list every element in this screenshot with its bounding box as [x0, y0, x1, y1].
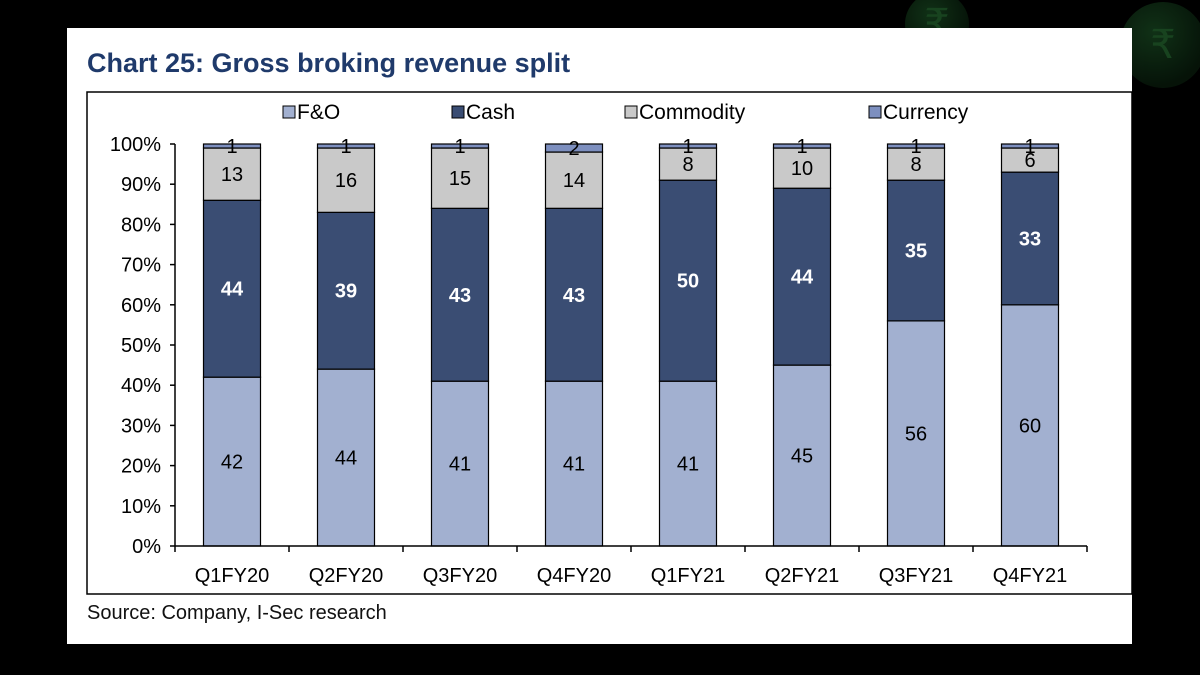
bar-segment: [316, 143, 376, 149]
bar-segment: [202, 199, 262, 378]
y-tick-label: 0%: [132, 536, 161, 558]
data-label: 33: [1019, 228, 1041, 250]
data-label: 50: [677, 271, 699, 293]
bar-segment: [658, 380, 718, 547]
bar-segment: [1000, 171, 1060, 306]
y-tick-label: 30%: [121, 415, 161, 437]
y-tick-label: 90%: [121, 174, 161, 196]
data-label: 1: [796, 136, 807, 158]
chart-title: Chart 25: Gross broking revenue split: [87, 48, 571, 78]
y-tick-label: 20%: [121, 456, 161, 478]
legend-label: Currency: [883, 101, 969, 124]
data-label: 8: [910, 154, 921, 176]
bar-segment: [658, 143, 718, 149]
bar-segment: [772, 143, 832, 149]
legend-label: Cash: [466, 101, 515, 124]
bar-segment: [316, 147, 376, 213]
bar-segment: [772, 187, 832, 366]
x-category-label: Q1FY21: [651, 565, 725, 587]
y-tick-label: 10%: [121, 496, 161, 518]
data-label: 16: [335, 170, 357, 192]
data-label: 1: [226, 136, 237, 158]
data-label: 10: [791, 158, 813, 180]
x-category-label: Q2FY21: [765, 565, 839, 587]
data-label: 41: [677, 454, 699, 476]
plot-frame: [86, 91, 1132, 595]
data-label: 14: [563, 170, 585, 192]
legend-swatch: [624, 105, 638, 119]
data-label: 1: [340, 136, 351, 158]
bar-segment: [202, 147, 262, 201]
bar-segment: [658, 179, 718, 382]
data-label: 13: [221, 164, 243, 186]
stacked-bar-chart: F&O Cash Commodity Currency 0% 10% 20% 30% 40% 5…: [86, 91, 1132, 595]
data-label: 60: [1019, 415, 1041, 437]
data-label: 1: [682, 136, 693, 158]
data-label: 41: [563, 454, 585, 476]
bars: 4244131443916141431514143142415081454410…: [202, 136, 1060, 547]
bar-segment: [544, 207, 604, 382]
y-tick-label: 70%: [121, 255, 161, 277]
bar-segment: [772, 364, 832, 547]
y-tick-label: 50%: [121, 335, 161, 357]
bar-segment: [658, 147, 718, 181]
data-label: 8: [682, 154, 693, 176]
bar-segment: [430, 207, 490, 382]
x-category-label: Q2FY20: [309, 565, 383, 587]
data-label: 39: [335, 281, 357, 303]
legend-label: F&O: [297, 101, 340, 124]
chart-card: Chart 25: Gross broking revenue split F&…: [67, 28, 1132, 644]
x-category-label: Q3FY21: [879, 565, 953, 587]
x-category-label: Q4FY20: [537, 565, 611, 587]
data-label: 35: [905, 241, 927, 263]
y-tick-label: 100%: [110, 134, 161, 156]
bar-segment: [430, 147, 490, 209]
bar-segment: [886, 143, 946, 149]
y-tick-label: 40%: [121, 375, 161, 397]
bar-segment: [886, 320, 946, 547]
data-label: 45: [791, 446, 813, 468]
legend: F&O Cash Commodity Currency: [282, 101, 969, 124]
legend-swatch: [282, 105, 296, 119]
bar-segment: [202, 143, 262, 149]
source-note: Source: Company, I-Sec research: [87, 602, 387, 624]
data-label: 6: [1024, 150, 1035, 172]
bar-segment: [430, 380, 490, 547]
legend-label: Commodity: [639, 101, 746, 124]
legend-swatch: [868, 105, 882, 119]
x-category-label: Q3FY20: [423, 565, 497, 587]
y-tick-label: 80%: [121, 214, 161, 236]
bar-segment: [886, 179, 946, 322]
rupee-coin-icon: ₹: [1120, 2, 1200, 88]
data-label: 44: [335, 448, 357, 470]
data-label: 1: [1024, 136, 1035, 158]
x-category-label: Q4FY21: [993, 565, 1067, 587]
bar-segment: [886, 147, 946, 181]
data-label: 1: [454, 136, 465, 158]
data-label: 2: [568, 138, 579, 160]
y-tick-label: 60%: [121, 295, 161, 317]
data-label: 15: [449, 168, 471, 190]
bar-segment: [1000, 143, 1060, 149]
data-label: 43: [449, 285, 471, 307]
data-label: 44: [221, 279, 244, 301]
data-label: 56: [905, 423, 927, 445]
data-label: 1: [910, 136, 921, 158]
legend-swatch: [451, 105, 465, 119]
bar-segment: [544, 151, 604, 209]
x-category-label: Q1FY20: [195, 565, 269, 587]
x-axis: Q1FY20 Q2FY20 Q3FY20 Q4FY20 Q1FY21 Q2FY21 Q3FY…: [174, 545, 1088, 587]
bar-segment: [430, 143, 490, 149]
data-label: 43: [563, 285, 585, 307]
y-axis: 0% 10% 20% 30% 40% 50% 60% 70% 80% 90% 100%: [110, 134, 176, 558]
data-label: 41: [449, 454, 471, 476]
bar-segment: [544, 143, 604, 153]
data-label: 44: [791, 267, 814, 289]
data-label: 42: [221, 452, 243, 474]
